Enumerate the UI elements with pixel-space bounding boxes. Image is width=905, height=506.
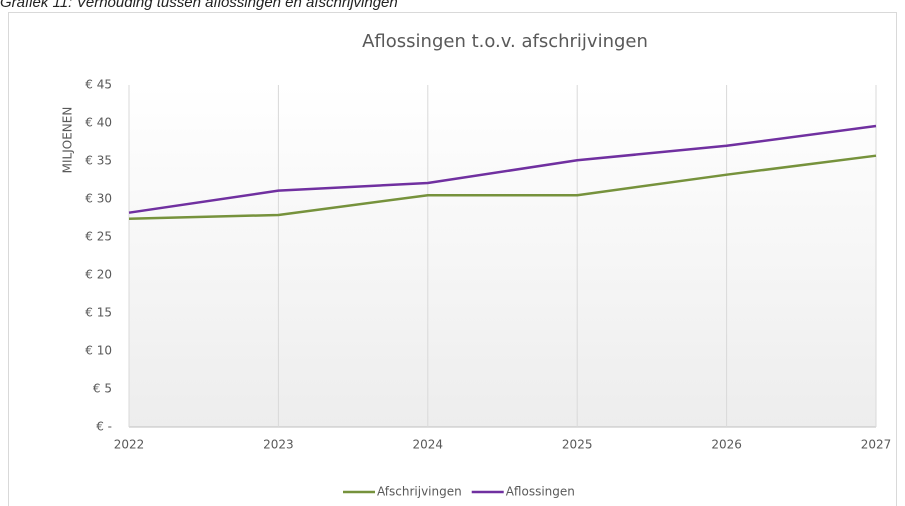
chart-frame: [8, 12, 897, 506]
y-tick-label: € 40: [85, 116, 112, 130]
y-tick-label: € 15: [85, 306, 112, 320]
x-tick-label: 2022: [114, 438, 145, 452]
y-tick-label: € -: [96, 420, 112, 434]
y-tick-label: € 25: [85, 230, 112, 244]
legend-label: Afschrijvingen: [377, 485, 462, 499]
y-tick-label: € 10: [85, 344, 112, 358]
line-series: [128, 154, 877, 221]
y-tick-label: € 30: [85, 192, 112, 206]
plot-area: [129, 85, 876, 427]
x-tick-label: 2023: [263, 438, 294, 452]
x-tick-label: 2024: [413, 438, 444, 452]
caption: Grafiek 11: Verhouding tussen aflossinge…: [0, 0, 398, 11]
legend-label: Aflossingen: [506, 485, 575, 499]
x-tick-label: 2025: [562, 438, 593, 452]
y-tick-label: € 20: [85, 268, 112, 282]
chart-title: Aflossingen t.o.v. afschrijvingen: [362, 31, 648, 52]
x-tick-label: 2026: [711, 438, 742, 452]
x-tick-label: 2027: [861, 438, 892, 452]
y-axis-label: MILJOENEN: [61, 107, 75, 174]
line-series: [128, 124, 877, 214]
y-tick-label: € 5: [93, 382, 112, 396]
y-tick-label: € 45: [85, 78, 112, 92]
y-tick-label: € 35: [85, 154, 112, 168]
